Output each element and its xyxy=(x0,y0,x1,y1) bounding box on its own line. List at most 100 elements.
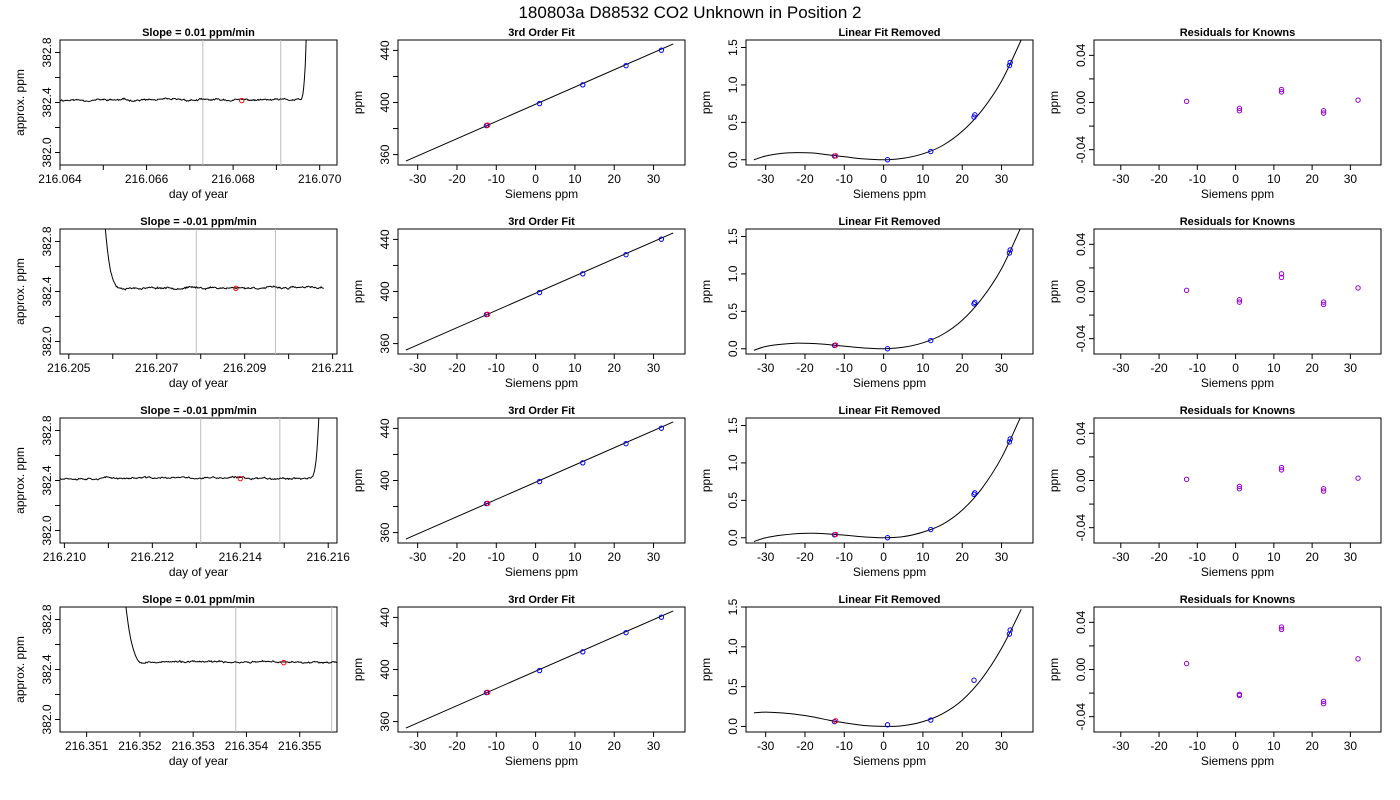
x-tick-label: 30 xyxy=(1344,739,1358,753)
unknown-marker xyxy=(281,659,287,666)
x-axis-label: day of year xyxy=(169,187,228,201)
x-tick-label: 10 xyxy=(1267,361,1281,375)
y-tick-label: 382.4 xyxy=(40,87,54,117)
standard-point xyxy=(623,62,629,69)
panel-r1-c3: Linear Fit Removed -30 -20 -10 0 10 20 30 0.0 0.5… xyxy=(699,27,1034,201)
fit-curve xyxy=(753,229,1021,351)
x-tick-label: -30 xyxy=(409,172,427,186)
panel-r3-c4: Residuals for Knowns -30 -20 -10 0 10 20 30 -0.0… xyxy=(1047,405,1382,579)
x-tick-label: 30 xyxy=(995,739,1009,753)
residual-point xyxy=(1278,86,1285,93)
x-tick-label: -30 xyxy=(757,550,775,564)
y-tick-label: 382.8 xyxy=(40,37,54,67)
x-tick-label: 20 xyxy=(608,172,622,186)
unknown-point xyxy=(832,531,839,538)
y-axis-label: approx. ppm xyxy=(13,69,27,136)
x-tick-label: -20 xyxy=(1150,361,1168,375)
x-tick-label: 216.068 xyxy=(211,172,255,186)
standard-point xyxy=(536,100,543,107)
x-tick-label: -10 xyxy=(1189,172,1207,186)
y-tick-label: 360 xyxy=(378,711,392,731)
plot-frame xyxy=(59,606,338,733)
panel-r2-c2: 3rd Order Fit -30 -20 -10 0 10 20 30 360 400 440 Si… xyxy=(351,216,686,390)
x-tick-label: -10 xyxy=(836,550,854,564)
x-tick-label: 10 xyxy=(916,172,930,186)
x-tick-label: 216.352 xyxy=(118,739,162,753)
x-tick-label: 20 xyxy=(1305,739,1319,753)
panel-r1-c1: Slope = 0.01 ppm/min 216.064 216.066 216.06… xyxy=(13,27,342,201)
x-tick-label: -20 xyxy=(1150,739,1168,753)
x-tick-label: 216.209 xyxy=(223,361,267,375)
residual-point xyxy=(1320,486,1327,492)
x-axis-label: Siemens ppm xyxy=(1201,754,1274,768)
unknown-point xyxy=(832,718,839,724)
panel-r4-c2: 3rd Order Fit -30 -20 -10 0 10 20 30 360 400 440 Si… xyxy=(351,594,686,768)
panel-title: Residuals for Knowns xyxy=(1180,405,1296,417)
x-tick-label: 20 xyxy=(608,550,622,564)
x-tick-label: 10 xyxy=(916,550,930,564)
y-tick-label: 440 xyxy=(378,40,392,60)
standard-point xyxy=(623,251,629,258)
standard-point xyxy=(580,460,586,466)
panel-title: Linear Fit Removed xyxy=(838,405,940,417)
plot-area xyxy=(1183,271,1361,308)
standard-point xyxy=(580,649,586,655)
y-tick-label: 382.4 xyxy=(40,465,54,495)
fit-curve xyxy=(753,609,1022,727)
residual-point xyxy=(1320,110,1327,116)
fit-line xyxy=(405,421,674,540)
x-tick-label: -30 xyxy=(1112,550,1130,564)
x-tick-label: 20 xyxy=(608,739,622,753)
y-tick-label: 360 xyxy=(378,144,392,164)
y-axis-label: ppm xyxy=(351,469,365,492)
plot-frame xyxy=(745,417,1034,544)
x-tick-label: 216.214 xyxy=(219,550,263,564)
y-axis-label: ppm xyxy=(699,469,713,492)
fit-curve xyxy=(753,40,1022,161)
y-axis-label: approx. ppm xyxy=(13,447,27,514)
x-tick-label: -30 xyxy=(1112,361,1130,375)
y-tick-label: -0.04 xyxy=(1074,514,1088,542)
y-tick-label: 1.5 xyxy=(726,598,740,615)
x-tick-label: 216.354 xyxy=(225,739,269,753)
panel-title: Linear Fit Removed xyxy=(838,594,940,606)
plot-area xyxy=(125,607,337,732)
y-tick-label: 400 xyxy=(378,281,392,301)
x-tick-label: 20 xyxy=(1305,550,1319,564)
panel-title: Residuals for Knowns xyxy=(1180,216,1296,228)
x-axis-label: Siemens ppm xyxy=(853,565,926,579)
plot-area xyxy=(60,418,320,543)
x-tick-label: 10 xyxy=(1267,172,1281,186)
plot-frame xyxy=(59,39,338,166)
x-tick-label: 20 xyxy=(956,361,970,375)
x-axis-label: Siemens ppm xyxy=(505,565,578,579)
residual-point xyxy=(1355,97,1361,103)
panel-title: Linear Fit Removed xyxy=(838,27,940,39)
y-tick-label: 440 xyxy=(378,418,392,438)
x-tick-label: -20 xyxy=(448,550,466,564)
x-tick-label: 20 xyxy=(956,550,970,564)
panel-title: Slope = -0.01 ppm/min xyxy=(140,405,257,417)
standard-point xyxy=(1007,247,1013,253)
residual-point xyxy=(1320,488,1327,494)
x-tick-label: -20 xyxy=(796,550,814,564)
y-tick-label: 440 xyxy=(378,229,392,249)
panel-r1-c4: Residuals for Knowns -30 -20 -10 0 10 20 30 -0.0… xyxy=(1047,27,1382,201)
panel-title: 3rd Order Fit xyxy=(508,594,575,606)
plot-area xyxy=(753,229,1021,352)
panel-r3-c3: Linear Fit Removed -30 -20 -10 0 10 20 30 0.0 0.5… xyxy=(699,405,1034,579)
y-tick-label: 0.04 xyxy=(1074,610,1088,634)
y-tick-label: 0.04 xyxy=(1074,43,1088,67)
y-axis-label: ppm xyxy=(1047,280,1061,303)
y-axis-label: ppm xyxy=(699,658,713,681)
standard-point xyxy=(972,490,978,496)
standard-point xyxy=(1006,439,1013,445)
plot-frame xyxy=(745,606,1034,733)
plot-area xyxy=(405,610,674,729)
plot-area xyxy=(60,40,307,165)
x-tick-label: 216.064 xyxy=(38,172,82,186)
standard-point xyxy=(928,717,934,723)
x-tick-label: -10 xyxy=(836,739,854,753)
plot-area xyxy=(1183,464,1361,494)
panel-title: 3rd Order Fit xyxy=(508,216,575,228)
